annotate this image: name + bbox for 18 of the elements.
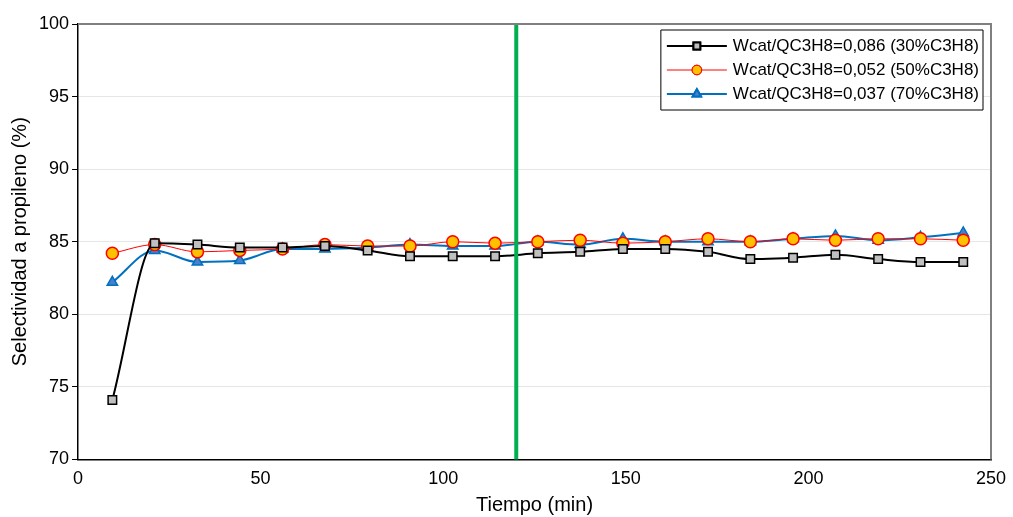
x-axis-title: Tiempo (min): [475, 492, 594, 515]
x-tick-label: 50: [250, 468, 271, 489]
x-tick-label: 150: [610, 468, 641, 489]
y-tick-label: 80: [49, 303, 70, 324]
y-tick-label: 85: [49, 230, 70, 251]
legend-label: Wcat/QC3H8=0,037 (70%C3H8): [732, 83, 980, 103]
x-tick-label: 0: [73, 468, 84, 489]
legend-label: Wcat/QC3H8=0,086 (30%C3H8): [732, 35, 980, 55]
y-tick-label: 90: [49, 158, 70, 179]
x-tick-label: 250: [975, 468, 1007, 489]
y-tick-label: 70: [49, 448, 70, 469]
y-tick-label: 75: [49, 375, 70, 396]
y-tick-label: 100: [38, 12, 70, 33]
x-tick-label: 100: [428, 468, 459, 489]
legend-label: Wcat/QC3H8=0,052 (50%C3H8): [732, 59, 980, 79]
y-axis-title: Selectividad a propileno (%): [7, 117, 30, 367]
y-tick-label: 95: [49, 85, 70, 106]
x-tick-label: 200: [793, 468, 824, 489]
